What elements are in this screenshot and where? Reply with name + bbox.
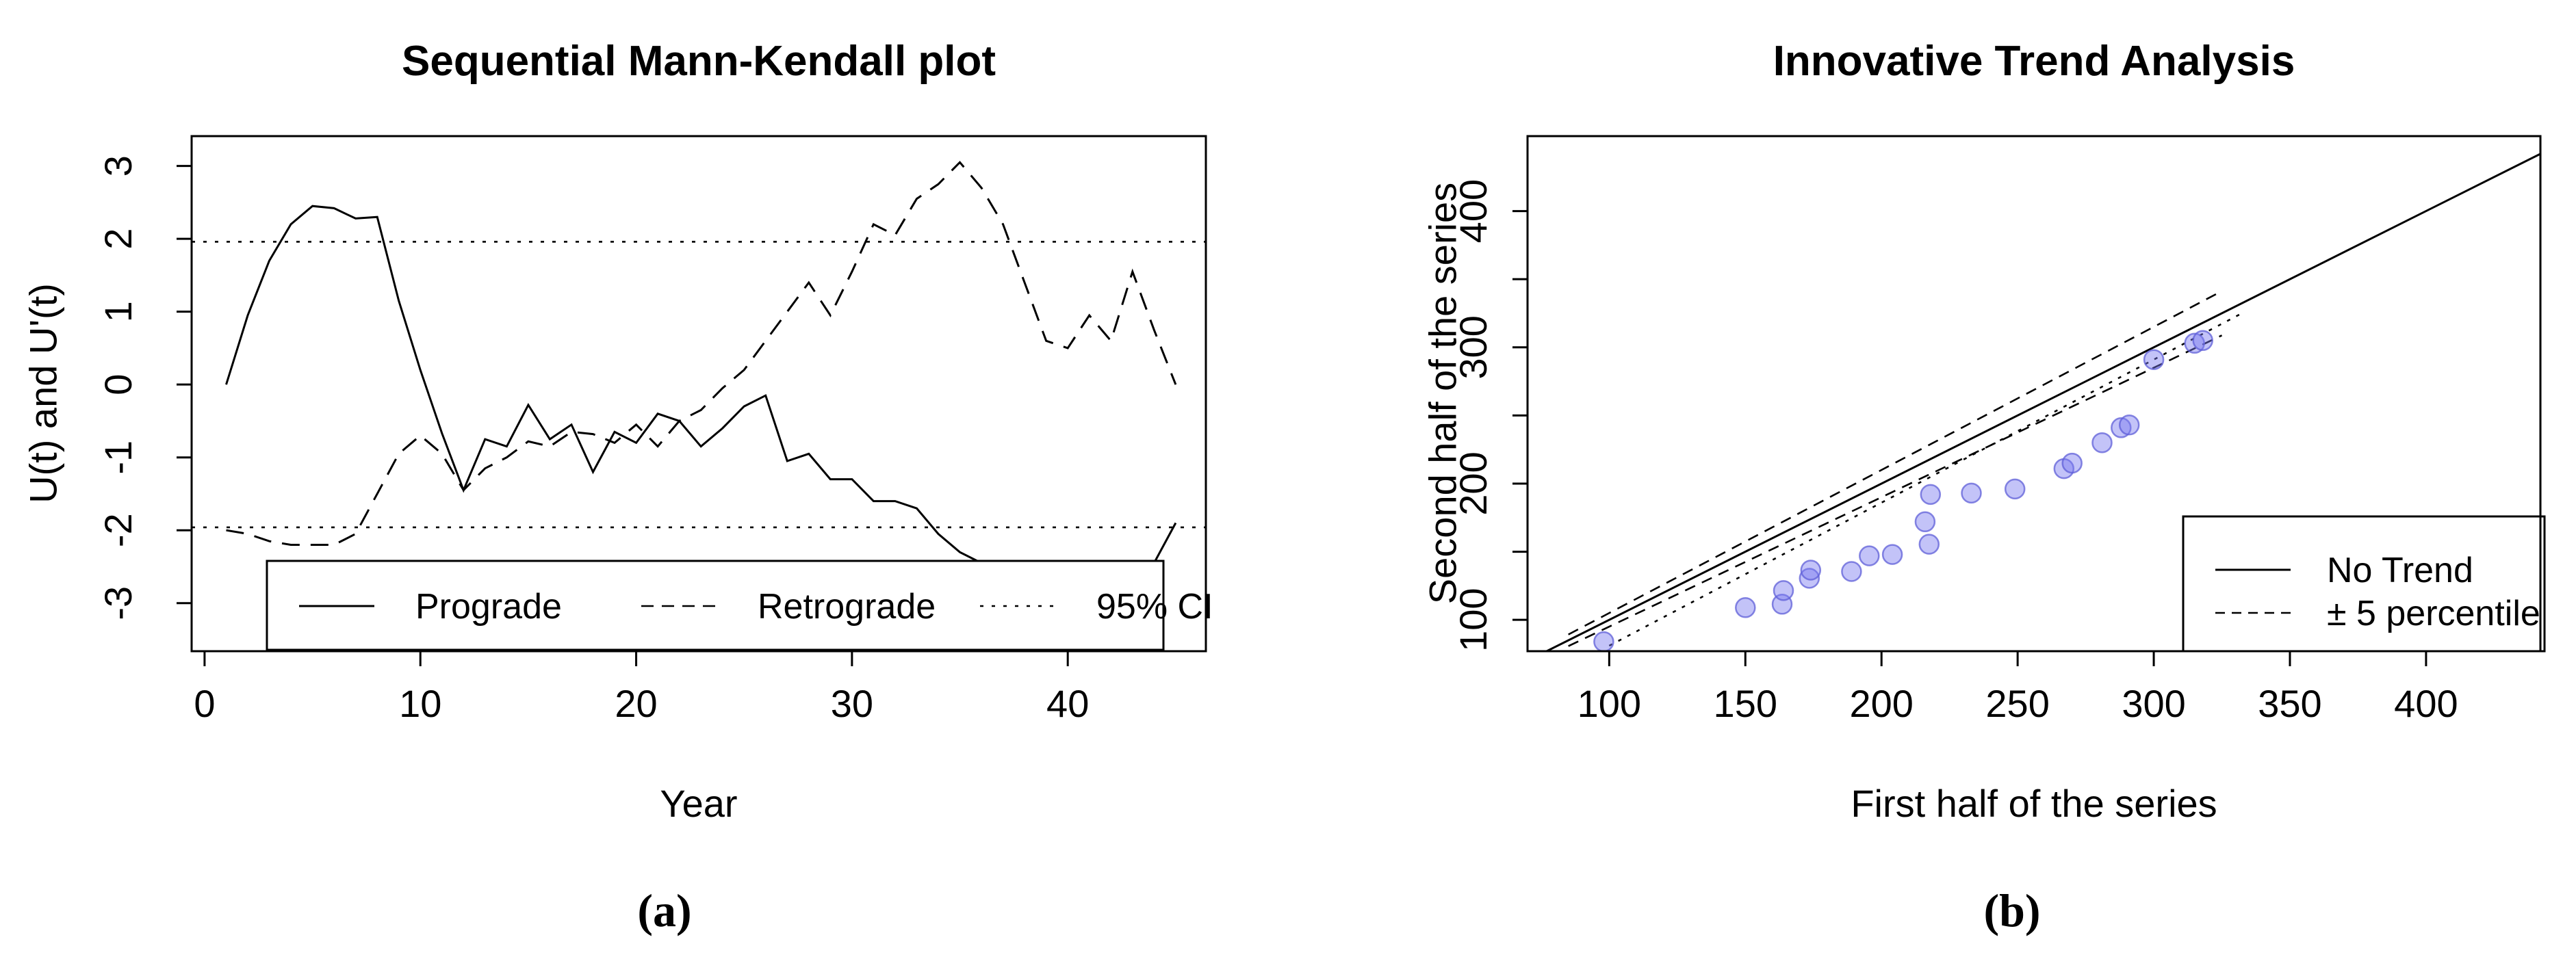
x-tick-label: 0 <box>194 682 215 725</box>
scatter-point <box>2143 349 2165 370</box>
scatter-point <box>1800 560 1822 581</box>
panel-b-title: Innovative Trend Analysis <box>1773 38 2295 85</box>
scatter-point <box>2111 417 2132 438</box>
panel-b: No Trend ± 5 percentile 100 150 200 250 300 350… <box>1452 135 2546 725</box>
y-tick-label: -3 <box>96 586 140 620</box>
panel-b-x-axis-title: First half of the series <box>1851 782 2217 825</box>
line--5-percentile <box>1568 334 2223 647</box>
legend-b-box <box>2182 515 2546 653</box>
scatter-point <box>2192 330 2213 352</box>
scatter-point <box>1918 534 1940 555</box>
panel-a-x-axis-title: Year <box>660 782 738 825</box>
scatter-point <box>1859 545 1880 566</box>
scatter-point <box>1735 597 1756 618</box>
scatter-point <box>1881 544 1903 565</box>
panel-b-y-axis-title: Second half of the series <box>1421 182 1465 605</box>
y-tick-label: -1 <box>96 441 140 475</box>
x-tick-label: 300 <box>2122 682 2185 725</box>
scatter-point <box>1593 631 1614 651</box>
x-tick-label: 20 <box>615 682 657 725</box>
legend-a-label: Prograde <box>415 587 562 627</box>
plot-box-a <box>190 135 1207 653</box>
panel-a: Prograde Retrograde 95% CI 0 10 20 30 40 -3 -2 -1 0… <box>96 135 1213 725</box>
x-tick-label: 10 <box>399 682 441 725</box>
scatter-point <box>1914 511 1936 533</box>
x-tick-label: 200 <box>1849 682 1913 725</box>
line-no-trend <box>1544 153 2540 651</box>
scatter-point <box>2004 478 2026 500</box>
legend-a: Prograde Retrograde 95% CI <box>266 560 1213 651</box>
series-retrograde <box>226 161 1177 546</box>
y-tick-label: 3 <box>96 155 140 176</box>
y-tick-label: 400 <box>1452 179 1495 243</box>
scatter-point <box>1961 482 1982 504</box>
scatter-point <box>1920 484 1942 505</box>
x-tick-label: 100 <box>1577 682 1641 725</box>
scatter-point <box>2091 432 2113 454</box>
x-tick-label: 30 <box>831 682 873 725</box>
y-tick-label: 2 <box>96 228 140 250</box>
scatter-point <box>1773 580 1794 601</box>
y-tick-label: 200 <box>1452 451 1495 515</box>
legend-a-label: Retrograde <box>758 587 936 627</box>
scatter-point <box>2061 452 2083 474</box>
y-tick-label: 1 <box>96 301 140 322</box>
panel-b-lines <box>1544 153 2540 651</box>
scatter-point <box>1841 561 1862 582</box>
y-tick-label: 100 <box>1452 588 1495 651</box>
legend-a-label: 95% CI <box>1096 587 1213 627</box>
x-tick-label: 250 <box>1985 682 2049 725</box>
legend-b-label: ± 5 percentile <box>2327 594 2540 633</box>
legend-b: No Trend ± 5 percentile <box>2182 515 2546 653</box>
x-tick-label: 400 <box>2394 682 2458 725</box>
x-tick-label: 40 <box>1046 682 1089 725</box>
scatter-point <box>2118 415 2140 436</box>
line--5-percentile <box>1568 290 2223 635</box>
caption-a: (a) <box>637 884 692 936</box>
panel-a-title: Sequential Mann-Kendall plot <box>401 38 996 85</box>
x-tick-label: 150 <box>1714 682 1777 725</box>
x-tick-label: 350 <box>2258 682 2321 725</box>
y-tick-label: 300 <box>1452 315 1495 379</box>
y-tick-label: 0 <box>96 374 140 395</box>
y-tick-label: -2 <box>96 513 140 547</box>
legend-b-label: No Trend <box>2327 551 2473 590</box>
plot-box-b <box>1526 135 2542 653</box>
series-prograde <box>225 205 1177 564</box>
panel-a-y-axis-title: U(t) and U'(t) <box>21 283 65 503</box>
scatter-point <box>2184 332 2205 354</box>
scatter-point <box>1799 568 1820 589</box>
caption-b: (b) <box>1983 884 2041 936</box>
